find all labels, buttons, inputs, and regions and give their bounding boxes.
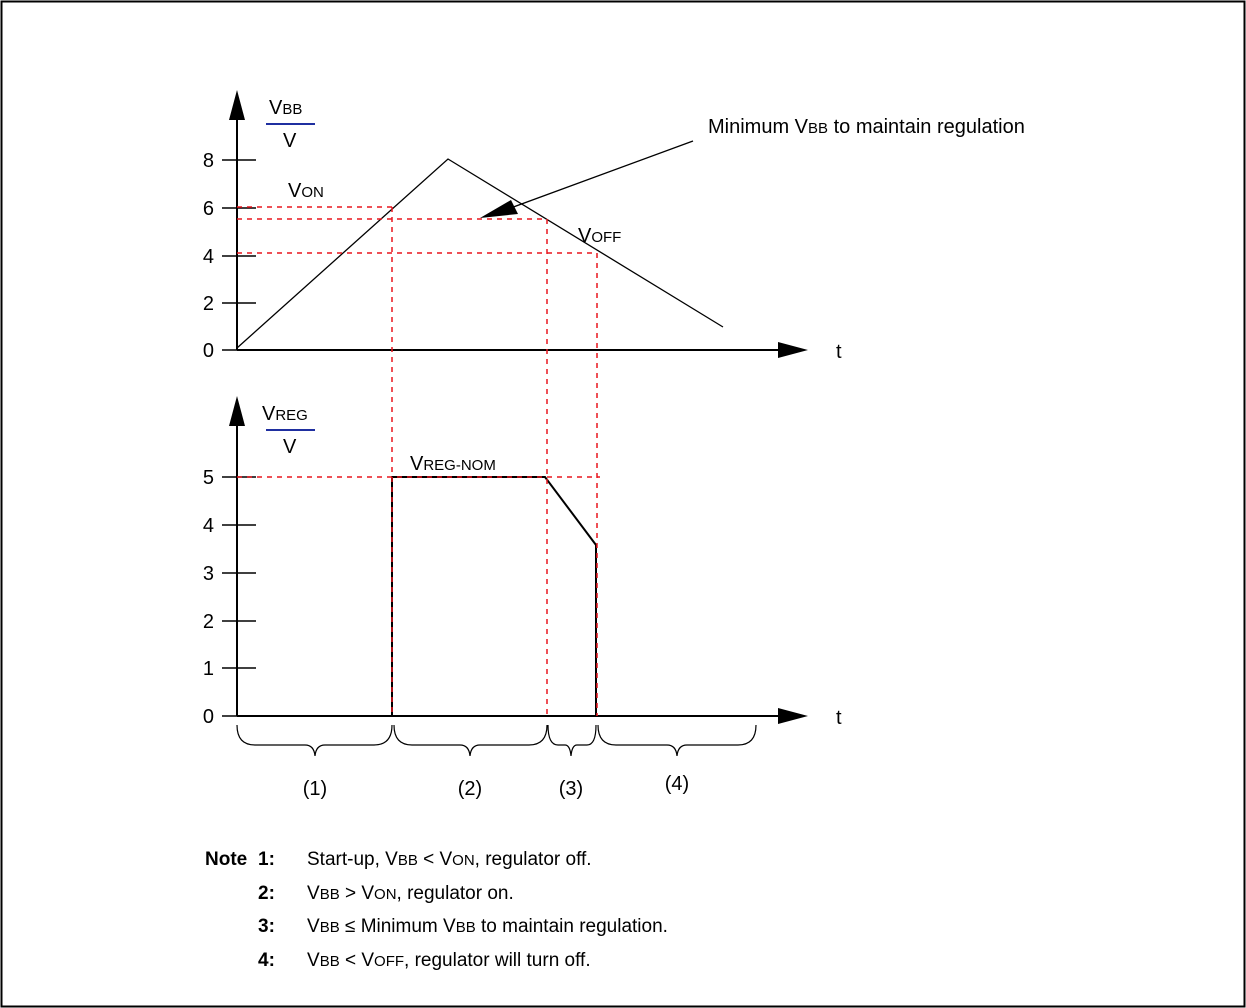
brace-2 (393, 724, 548, 757)
bottom-y-axis-arrow (229, 396, 245, 426)
region-label-3: (3) (559, 778, 583, 800)
callout-leader (507, 140, 694, 210)
top-y-ticks: 0 2 4 6 8 (203, 150, 256, 362)
bottom-tick-label: 1 (203, 658, 214, 680)
top-guides (237, 206, 597, 254)
region-label-1: (1) (303, 778, 327, 800)
von-label: VON (288, 180, 324, 202)
bottom-x-axis-arrow (778, 708, 808, 724)
bottom-tick-label: 3 (203, 563, 214, 585)
brace-1 (236, 724, 393, 757)
vertical-guides (391, 207, 598, 716)
top-x-label: t (836, 341, 842, 363)
top-y-label-numerator: VBB (269, 97, 302, 119)
region-label-2: (2) (458, 778, 482, 800)
brace-4 (597, 724, 757, 757)
bottom-y-ticks: 0 1 2 3 4 5 (203, 467, 256, 728)
voff-label: VOFF (578, 225, 621, 247)
bottom-y-label-numerator: VREG (262, 403, 308, 425)
top-y-axis-arrow (229, 90, 245, 120)
region-braces (236, 724, 757, 757)
bottom-x-label: t (836, 707, 842, 729)
bottom-y-label-denominator: V (283, 436, 297, 458)
brace-3 (547, 724, 597, 757)
bottom-chart: t 0 1 2 3 4 5 VREG V VREG-NOM (203, 396, 842, 729)
top-tick-label: 4 (203, 246, 214, 268)
vreg-waveform (391, 476, 597, 716)
top-tick-label: 8 (203, 150, 214, 172)
bottom-tick-label: 5 (203, 467, 214, 489)
top-y-label-denominator: V (283, 130, 297, 152)
top-tick-label: 6 (203, 198, 214, 220)
top-tick-label: 0 (203, 340, 214, 362)
bottom-tick-label: 2 (203, 611, 214, 633)
bottom-tick-label: 0 (203, 706, 214, 728)
top-x-axis-arrow (778, 342, 808, 358)
callout-label: Minimum VBB to maintain regulation (708, 116, 1025, 138)
bottom-tick-label: 4 (203, 515, 214, 537)
vreg-nom-label: VREG-NOM (410, 453, 496, 475)
top-chart: t 0 2 4 6 8 VBB V VON VOFF (203, 90, 1025, 363)
region-label-4: (4) (665, 773, 689, 795)
callout-arrow (480, 200, 518, 218)
top-tick-label: 2 (203, 293, 214, 315)
vbb-waveform (236, 158, 724, 349)
